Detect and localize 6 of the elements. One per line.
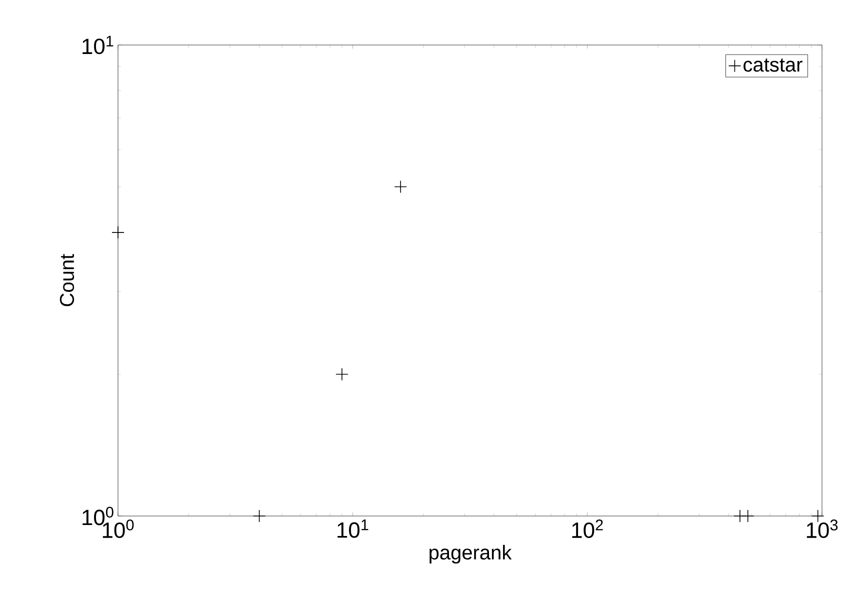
x-tick-label: 10$^{1}$ [338, 520, 368, 538]
x-axis-title: pagerank [430, 544, 512, 564]
x-tick-label: 10$^{2}$ [572, 520, 603, 538]
y-axis-title: Count [60, 254, 74, 306]
legend-label: catstar [744, 58, 802, 72]
x-tick-label: 10$^{3}$ [806, 520, 838, 538]
